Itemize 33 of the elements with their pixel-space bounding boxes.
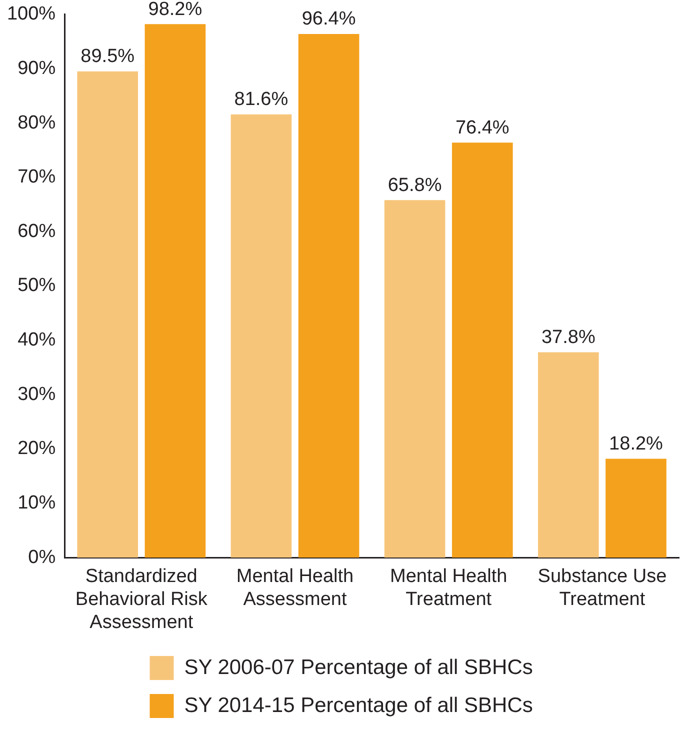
- y-tick-label: 30%: [18, 384, 56, 405]
- data-label: 18.2%: [609, 433, 664, 454]
- data-label: 76.4%: [455, 117, 510, 138]
- bar: [144, 24, 206, 558]
- data-label: 96.4%: [302, 8, 356, 30]
- data-label: 81.6%: [234, 89, 288, 110]
- data-label: 89.5%: [80, 46, 135, 68]
- x-tick-label: Mental Health Treatment: [390, 566, 508, 610]
- legend-label: SY 2006-07 Percentage of all SBHCs: [184, 656, 533, 679]
- y-tick-label: 80%: [18, 112, 56, 134]
- bar: [298, 34, 360, 558]
- bar: [538, 352, 599, 558]
- data-label: 65.8%: [388, 174, 442, 196]
- bar: [452, 142, 513, 558]
- legend-label: SY 2014-15 Percentage of all SBHCs: [184, 694, 533, 717]
- y-tick-label: 100%: [6, 4, 56, 25]
- y-tick-label: 50%: [18, 275, 56, 296]
- y-tick-label: 20%: [18, 438, 56, 460]
- y-tick-label: 0%: [28, 546, 56, 568]
- y-tick-label: 60%: [18, 220, 56, 242]
- y-tick-label: 10%: [18, 492, 56, 514]
- data-label: 37.8%: [541, 327, 596, 348]
- bar: [230, 114, 292, 558]
- bar: [606, 458, 666, 558]
- data-label: 98.2%: [148, 0, 202, 20]
- y-tick-label: 70%: [18, 166, 56, 188]
- y-tick-label: 90%: [18, 58, 56, 79]
- y-tick-label: 40%: [18, 330, 56, 351]
- bar: [384, 200, 446, 558]
- bar: [77, 71, 138, 558]
- x-tick-label: Standardized Behavioral Risk Assessment: [75, 566, 208, 633]
- x-tick-label: Mental Health Assessment: [236, 566, 354, 610]
- x-tick-label: Substance Use Treatment: [538, 566, 667, 610]
